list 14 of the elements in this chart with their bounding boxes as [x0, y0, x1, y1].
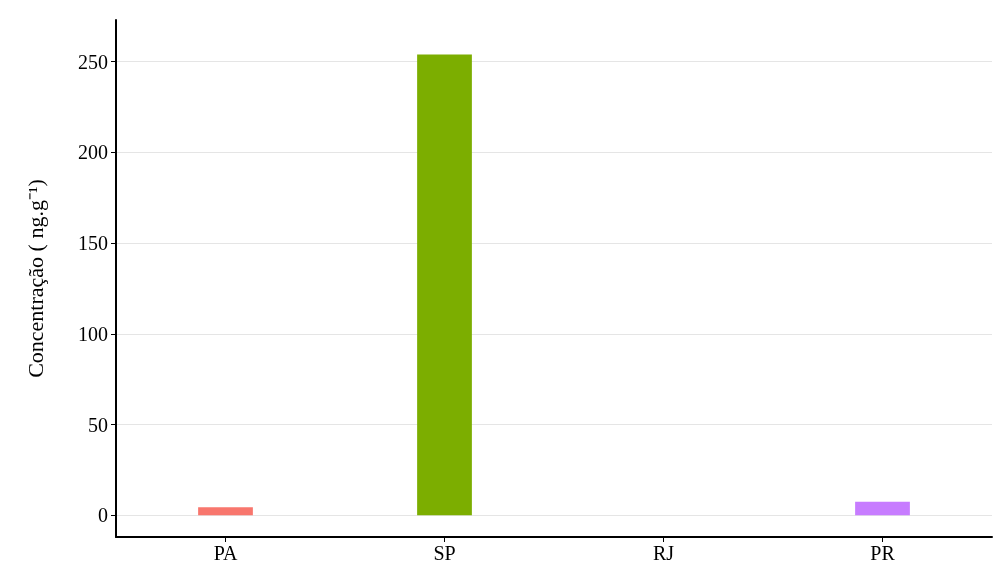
y-tick-label: 100: [78, 322, 108, 345]
bar: [855, 501, 910, 516]
y-tick-label: 250: [78, 50, 108, 73]
y-axis-title: Concentração ( ng.g⁻¹): [22, 179, 48, 378]
x-tick-label: PA: [213, 542, 238, 564]
x-tick-label: SP: [433, 542, 456, 564]
x-tick-label: PR: [870, 542, 896, 564]
y-tick-label: 200: [78, 141, 108, 164]
y-tick-label: 50: [88, 413, 108, 436]
bar: [198, 507, 253, 516]
y-tick-label: 150: [78, 232, 108, 255]
bar: [417, 54, 472, 516]
x-tick-label: RJ: [652, 542, 675, 564]
y-tick-label: 0: [98, 504, 108, 527]
